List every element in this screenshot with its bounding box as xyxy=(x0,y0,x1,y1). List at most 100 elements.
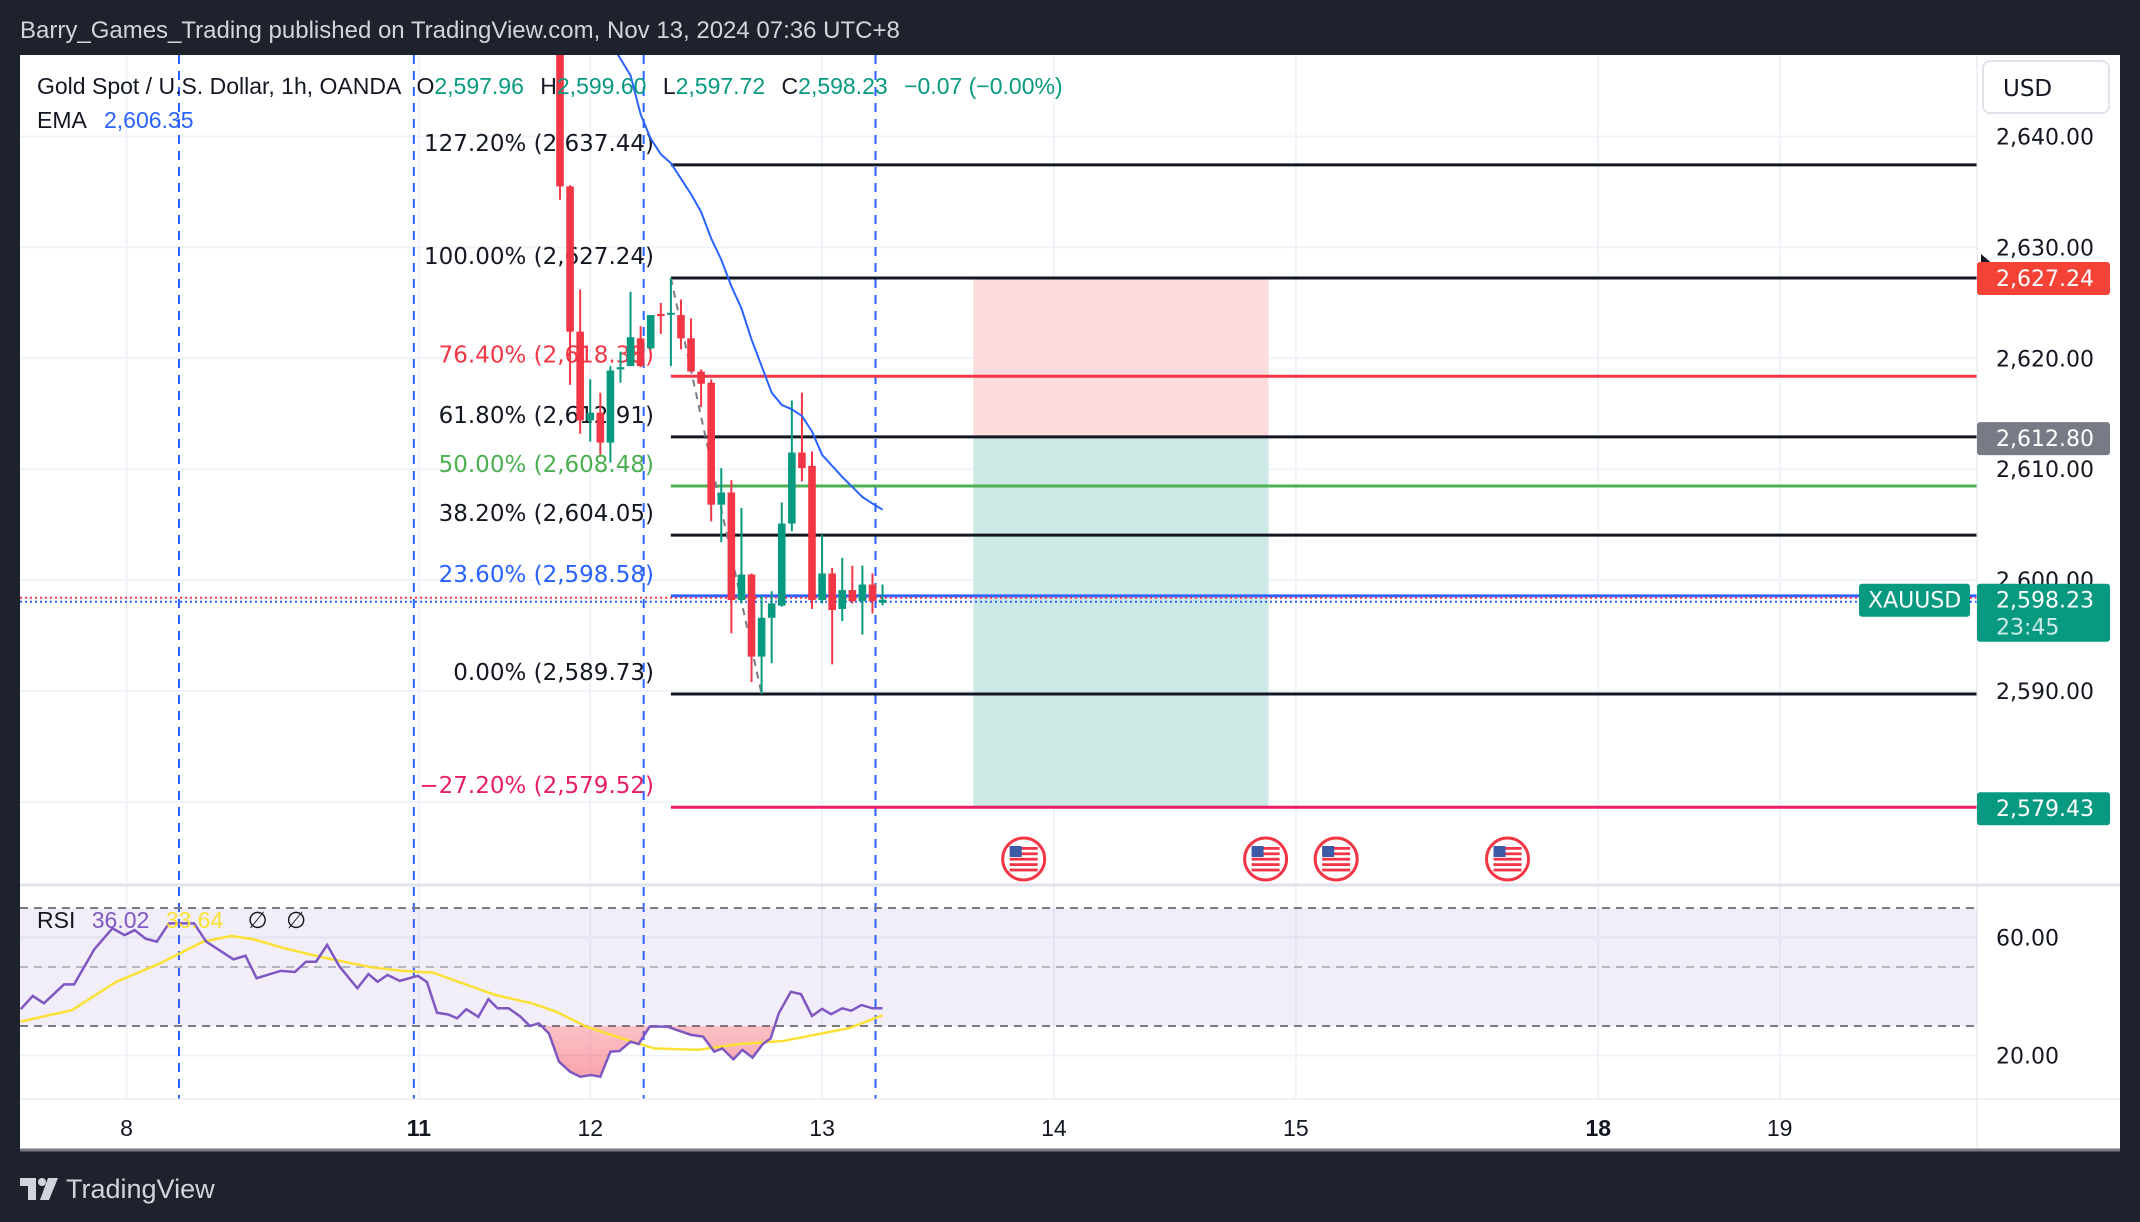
candle[interactable] xyxy=(757,595,766,694)
symbol-badge-text: XAUUSD xyxy=(1868,589,1961,614)
candle[interactable] xyxy=(606,366,615,463)
candle[interactable] xyxy=(707,379,715,522)
close-label: C xyxy=(782,73,799,99)
candle[interactable] xyxy=(636,326,645,368)
candle[interactable] xyxy=(808,451,816,609)
us-flag-event-icon[interactable] xyxy=(1485,836,1531,882)
vertical-lines[interactable] xyxy=(177,55,877,1099)
candle[interactable] xyxy=(777,502,786,607)
fib-level-label: 23.60% (2,598.58) xyxy=(439,562,654,588)
candle[interactable] xyxy=(737,508,746,604)
symbol-title: Gold Spot / U.S. Dollar, 1h, OANDA xyxy=(37,73,402,99)
candle[interactable] xyxy=(848,565,857,604)
rsi-band-fill xyxy=(20,908,1977,1026)
candle[interactable] xyxy=(788,400,796,532)
price-label[interactable]: 2,612.80 xyxy=(1977,422,2110,456)
ema-line[interactable] xyxy=(610,42,884,511)
currency-button[interactable] xyxy=(1982,60,2110,114)
rsi-pane[interactable] xyxy=(20,907,1977,1079)
low-label: L xyxy=(663,73,676,99)
candle[interactable] xyxy=(878,584,887,606)
candle-body xyxy=(667,312,675,315)
candle[interactable] xyxy=(646,315,655,350)
flag-stripe xyxy=(1251,863,1280,866)
fib-level-label: 127.20% (2,637.44) xyxy=(424,131,654,157)
candle[interactable] xyxy=(838,557,847,622)
flag-stripe xyxy=(1493,863,1522,866)
rsi-line[interactable] xyxy=(20,922,883,1079)
symbol-legend[interactable]: Gold Spot / U.S. Dollar, 1h, OANDA O2,59… xyxy=(37,73,1063,99)
rsi-legend[interactable]: RSI 36.02 33.64 ∅ ∅ xyxy=(37,907,306,933)
stop-loss-zone[interactable] xyxy=(973,278,1269,439)
candle[interactable] xyxy=(677,299,685,350)
candle[interactable] xyxy=(717,468,726,543)
us-flag-event-icon[interactable] xyxy=(1001,836,1047,882)
flag-stripe xyxy=(1009,863,1038,866)
symbol-badge[interactable]: XAUUSD xyxy=(1859,583,1970,617)
us-flag-event-icon[interactable] xyxy=(1243,836,1289,882)
time-tick-label: 18 xyxy=(1585,1115,1611,1141)
ema-legend[interactable]: EMA 2,606.35 xyxy=(37,107,194,133)
high-label: H xyxy=(540,73,557,99)
candle[interactable] xyxy=(667,278,675,367)
candle-body xyxy=(838,590,847,609)
fib-level-label: 100.00% (2,627.24) xyxy=(424,244,654,270)
candle[interactable] xyxy=(727,480,736,634)
candle-body xyxy=(646,315,655,349)
tradingview-logo-icon xyxy=(20,1178,58,1200)
tradingview-logo[interactable]: TradingView xyxy=(20,1174,215,1204)
candle[interactable] xyxy=(586,379,595,442)
candle[interactable] xyxy=(747,573,756,683)
time-tick-label: 8 xyxy=(120,1115,133,1141)
flag-stripe xyxy=(1493,857,1522,861)
candle[interactable] xyxy=(566,185,574,385)
candle-body xyxy=(556,55,564,187)
candle[interactable] xyxy=(858,565,867,635)
candle[interactable] xyxy=(697,369,705,408)
candle-body xyxy=(707,382,715,505)
ema-polyline[interactable] xyxy=(610,42,884,511)
take-profit-zone[interactable] xyxy=(973,438,1269,809)
fib-level-label: 50.00% (2,608.48) xyxy=(439,452,654,478)
candle-body xyxy=(717,492,726,505)
price-tick-label: 2,620.00 xyxy=(1996,347,2094,372)
price-label-text: 2,612.80 xyxy=(1996,427,2094,452)
candle[interactable] xyxy=(798,392,806,482)
change-value: −0.07 (−0.00%) xyxy=(904,73,1063,99)
flag-canton xyxy=(1009,846,1022,857)
candle[interactable] xyxy=(828,567,836,665)
candle[interactable] xyxy=(818,534,826,604)
rsi-extra-1: ∅ xyxy=(248,907,268,933)
candle[interactable] xyxy=(687,318,695,372)
candle[interactable] xyxy=(626,291,635,367)
candle[interactable] xyxy=(596,392,605,455)
candle[interactable] xyxy=(657,302,665,334)
candle[interactable] xyxy=(576,289,584,434)
candles[interactable] xyxy=(556,3,887,694)
fib-trend-line xyxy=(669,277,763,695)
flag-canton xyxy=(1251,846,1264,857)
candle[interactable] xyxy=(868,573,877,614)
fib-retracement[interactable]: 127.20% (2,637.44) 100.00% (2,627.24) 76.4… xyxy=(419,131,1977,809)
flag-stripe xyxy=(1009,847,1038,850)
short-position-tool[interactable] xyxy=(973,278,1269,809)
candle-body xyxy=(626,337,635,367)
price-axis[interactable]: USD 2,640.002,630.002,620.002,610.002,60… xyxy=(1859,60,2110,1070)
economic-events[interactable] xyxy=(1001,836,1531,882)
price-label[interactable]: 2,579.43 xyxy=(1977,792,2110,826)
candle[interactable] xyxy=(556,3,564,200)
flag-stripe xyxy=(1322,857,1351,861)
us-flag-event-icon[interactable] xyxy=(1313,836,1359,882)
time-axis[interactable]: 8 11 12 13 14 15 18 19 xyxy=(120,1115,1792,1141)
candle[interactable] xyxy=(767,591,776,664)
last-price-line xyxy=(20,596,1977,603)
rsi-ma-line[interactable] xyxy=(20,934,884,1052)
price-label[interactable]: 2,627.24 xyxy=(1977,262,2110,296)
candle-body xyxy=(606,370,615,443)
price-tick-label: 2,640.00 xyxy=(1996,126,2094,151)
currency-label: USD xyxy=(2003,76,2052,102)
candle[interactable] xyxy=(616,351,625,383)
flag-stripe xyxy=(1251,868,1280,872)
price-tick-label: 2,630.00 xyxy=(1996,236,2094,261)
